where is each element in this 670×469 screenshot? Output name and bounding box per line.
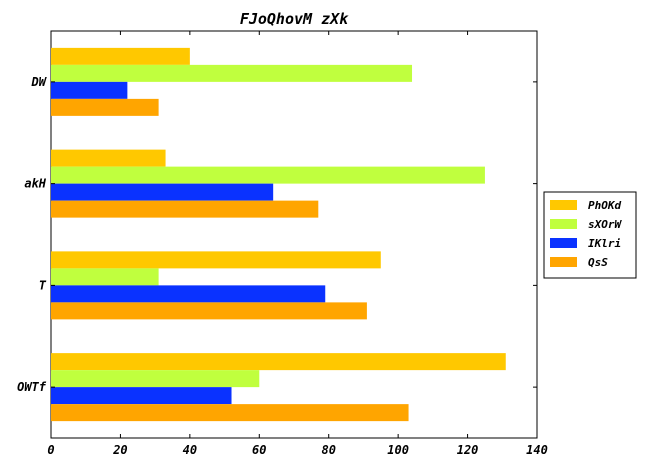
legend-swatch xyxy=(550,257,577,267)
bar-IKlri-akH xyxy=(51,183,274,201)
x-tick-label: 20 xyxy=(112,443,127,457)
bar-sXOrW-DW xyxy=(51,64,413,82)
legend: PhOKd sXOrW IKlri QsS xyxy=(543,191,637,279)
bar-IKlri-T xyxy=(51,285,326,303)
x-tick-label: 0 xyxy=(47,443,54,457)
y-tick-label: OWTf xyxy=(17,380,47,394)
legend-swatch xyxy=(550,200,577,210)
x-tick-label: 40 xyxy=(183,443,197,457)
bar-sXOrW-akH xyxy=(51,166,485,184)
bar-sXOrW-OWTf xyxy=(51,370,260,388)
bar-PhOKd-T xyxy=(51,251,381,269)
x-tick-label: 100 xyxy=(387,443,409,457)
x-tick-label: 80 xyxy=(321,443,335,457)
bar-IKlri-OWTf xyxy=(51,387,232,405)
bar-QsS-OWTf xyxy=(51,404,409,422)
y-tick-label: akH xyxy=(24,177,46,191)
legend-swatch xyxy=(550,219,577,229)
bar-PhOKd-DW xyxy=(51,47,190,65)
chart-title: FJoQhovM zXk xyxy=(240,10,349,28)
bars-layer xyxy=(51,47,506,422)
bar-QsS-T xyxy=(51,302,367,320)
bar-PhOKd-OWTf xyxy=(51,353,506,371)
legend-swatch xyxy=(550,238,577,248)
y-axis: DW akH T OWTf xyxy=(17,75,537,394)
x-tick-label: 60 xyxy=(252,443,266,457)
legend-label: sXOrW xyxy=(588,218,622,231)
x-tick-label: 120 xyxy=(457,443,479,457)
y-tick-label: DW xyxy=(31,75,48,89)
bar-PhOKd-akH xyxy=(51,149,166,167)
bar-sXOrW-T xyxy=(51,268,159,286)
y-tick-label: T xyxy=(39,278,47,292)
plot-area xyxy=(50,30,538,439)
bar-QsS-akH xyxy=(51,200,319,218)
legend-label: IKlri xyxy=(588,237,621,250)
legend-label: QsS xyxy=(588,256,608,269)
legend-label: PhOKd xyxy=(588,199,621,212)
x-tick-label: 140 xyxy=(526,443,548,457)
bar-QsS-DW xyxy=(51,98,159,116)
bar-IKlri-DW xyxy=(51,81,128,99)
x-axis: 0 20 40 60 80 100 120 140 xyxy=(47,31,548,457)
